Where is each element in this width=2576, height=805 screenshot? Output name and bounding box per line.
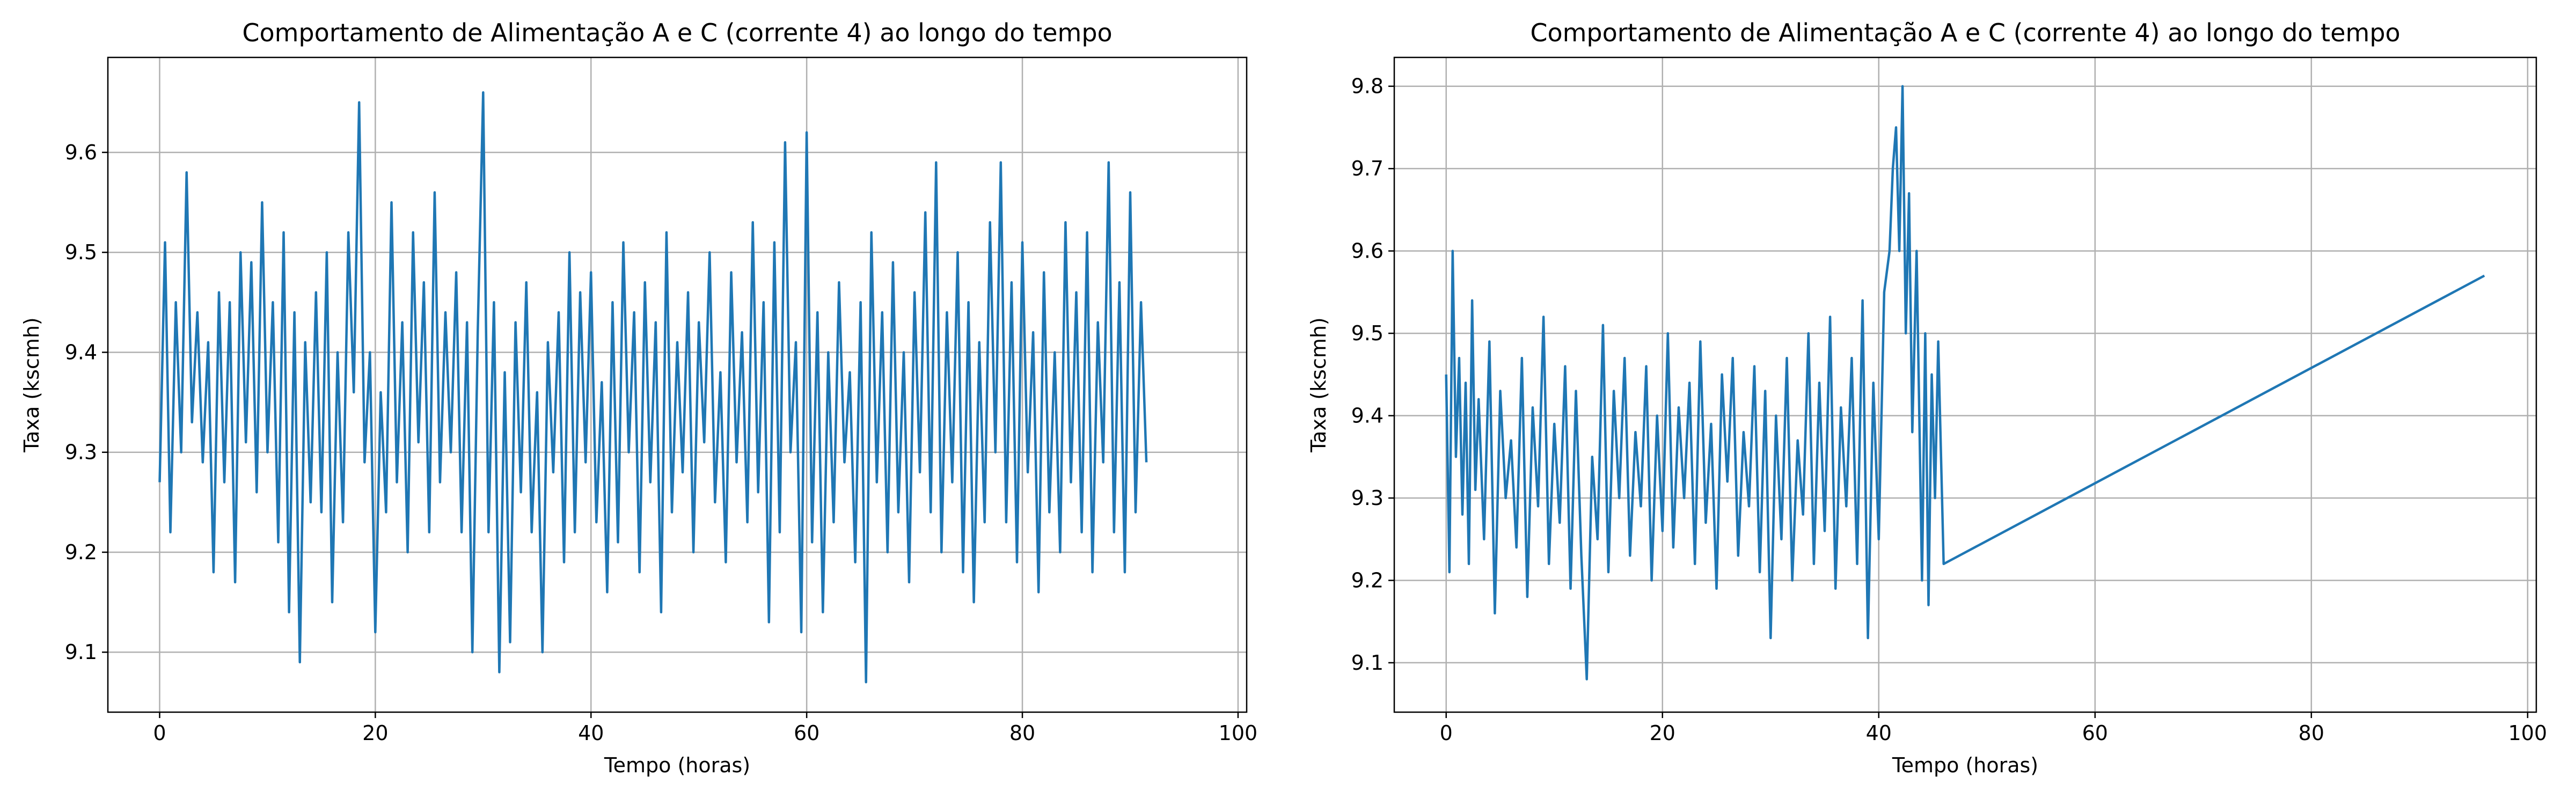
- y-tick-label: 9.1: [65, 640, 97, 664]
- x-tick-label: 80: [1009, 721, 1035, 745]
- x-tick-label: 60: [2082, 721, 2108, 745]
- y-tick-label: 9.3: [1351, 486, 1384, 510]
- y-tick-label: 9.2: [1351, 568, 1384, 592]
- y-tick-label: 9.8: [1351, 75, 1384, 98]
- grid: [1394, 57, 2536, 712]
- x-axis-label: Tempo (horas): [1892, 753, 2038, 777]
- plot-area: [158, 91, 1148, 684]
- ticks: 0 20 40 60 80 100 9.1 9.2 9.3 9.4 9.5 9.6 9.7 9.8: [1351, 75, 2548, 745]
- y-axis-label: Taxa (kscmh): [20, 317, 43, 453]
- y-tick-label: 9.5: [65, 240, 97, 264]
- chart-left: Comportamento de Alimentação A e C (corr…: [20, 18, 1257, 777]
- y-tick-label: 9.4: [65, 340, 97, 364]
- y-tick-label: 9.4: [1351, 404, 1384, 428]
- axes-frame: [1393, 56, 2537, 713]
- y-tick-label: 9.6: [65, 141, 97, 164]
- chart-title: Comportamento de Alimentação A e C (corr…: [1530, 18, 2400, 47]
- plot-area: [1445, 85, 2485, 680]
- y-tick-label: 9.1: [1351, 651, 1384, 675]
- x-axis-label: Tempo (horas): [604, 753, 750, 777]
- y-axis-label: Taxa (kscmh): [1307, 317, 1330, 453]
- y-tick-label: 9.2: [65, 540, 97, 564]
- x-tick-label: 20: [362, 721, 388, 745]
- axes-frame: [107, 56, 1248, 713]
- chart-right: Comportamento de Alimentação A e C (corr…: [1307, 18, 2547, 777]
- y-tick-label: 9.6: [1351, 239, 1384, 263]
- y-tick-label: 9.5: [1351, 321, 1384, 345]
- x-tick-label: 100: [2508, 721, 2548, 745]
- series-line: [158, 91, 1148, 684]
- ticks: 0 20 40 60 80 100 9.1 9.2 9.3 9.4 9.5 9.6: [65, 141, 1258, 745]
- x-tick-label: 20: [1650, 721, 1675, 745]
- y-tick-label: 9.7: [1351, 157, 1384, 180]
- x-tick-label: 0: [1440, 721, 1453, 745]
- y-tick-label: 9.3: [65, 441, 97, 464]
- x-tick-label: 40: [578, 721, 604, 745]
- x-tick-label: 60: [794, 721, 819, 745]
- x-tick-label: 0: [153, 721, 166, 745]
- chart-title: Comportamento de Alimentação A e C (corr…: [242, 18, 1112, 47]
- x-tick-label: 100: [1219, 721, 1258, 745]
- x-tick-label: 40: [1866, 721, 1892, 745]
- x-tick-label: 80: [2299, 721, 2324, 745]
- series-line: [1445, 85, 2485, 680]
